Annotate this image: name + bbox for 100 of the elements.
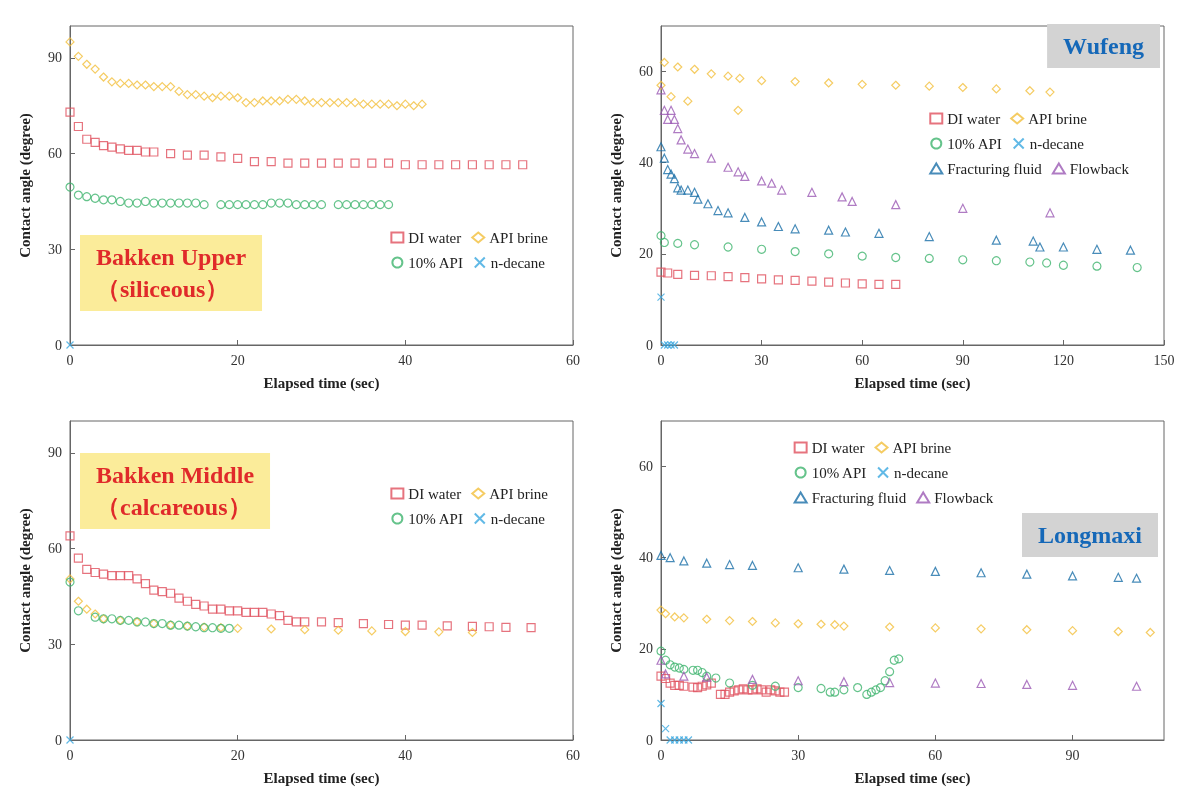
point	[1022, 569, 1032, 579]
legend-label: Fracturing fluid	[811, 489, 907, 506]
y-tick-label: 60	[48, 541, 62, 557]
point	[874, 279, 884, 289]
point	[824, 225, 834, 235]
point	[757, 685, 767, 695]
y-tick-label: 0	[55, 337, 62, 353]
x-axis-title: Elapsed time (sec)	[263, 769, 380, 787]
point	[733, 167, 743, 177]
point	[1092, 261, 1102, 271]
point	[666, 169, 676, 179]
point	[367, 200, 377, 210]
point	[1045, 87, 1055, 97]
point	[367, 158, 377, 168]
point	[300, 625, 310, 635]
point	[656, 671, 666, 681]
point	[182, 150, 192, 160]
y-axis-title: Contact angle (degree)	[16, 508, 34, 653]
point	[333, 625, 343, 635]
point	[670, 612, 680, 622]
point	[518, 160, 528, 170]
point	[723, 242, 733, 252]
point	[679, 681, 689, 691]
point	[688, 682, 698, 692]
point	[891, 80, 901, 90]
point	[266, 96, 276, 106]
point	[216, 604, 226, 614]
point	[157, 82, 167, 92]
point	[679, 671, 689, 681]
point	[300, 200, 310, 210]
point	[266, 624, 276, 634]
point	[73, 190, 83, 200]
point	[790, 246, 800, 257]
point	[676, 135, 686, 145]
point	[501, 622, 511, 632]
point	[157, 618, 167, 629]
y-tick-label: 20	[639, 641, 653, 657]
point	[673, 238, 683, 248]
point	[740, 272, 750, 283]
legend-label: Flowback	[1069, 160, 1130, 177]
point	[300, 96, 310, 106]
point	[665, 678, 675, 688]
point	[991, 84, 1001, 94]
y-tick-label: 40	[639, 155, 653, 171]
point	[1113, 572, 1123, 582]
point	[65, 735, 75, 745]
point	[674, 663, 684, 673]
point	[924, 231, 934, 242]
point	[663, 340, 672, 350]
point	[166, 149, 176, 159]
point	[660, 340, 669, 350]
point	[663, 164, 673, 175]
point	[706, 678, 716, 688]
point	[157, 587, 167, 597]
point	[124, 145, 134, 156]
point	[790, 275, 800, 285]
point	[660, 609, 671, 619]
y-tick-label: 90	[48, 50, 62, 66]
point	[115, 78, 125, 89]
point	[283, 198, 293, 208]
point	[740, 212, 750, 222]
point	[725, 678, 735, 688]
annotation: （calcareous）	[96, 494, 252, 520]
point	[333, 200, 343, 210]
point	[779, 687, 790, 697]
x-tick-label: 0	[657, 747, 665, 763]
point	[891, 279, 901, 289]
point	[656, 231, 666, 241]
point	[82, 134, 92, 144]
point	[316, 200, 327, 210]
point	[216, 200, 226, 210]
point	[367, 626, 377, 636]
point	[885, 622, 895, 632]
y-tick-label: 40	[639, 550, 653, 566]
y-tick-label: 60	[48, 146, 62, 162]
point	[166, 588, 176, 598]
point	[673, 62, 683, 72]
legend-label: n-decane	[490, 254, 546, 271]
point	[930, 678, 940, 688]
point	[132, 80, 142, 90]
point	[65, 182, 75, 192]
point	[866, 687, 876, 697]
point	[656, 80, 666, 90]
point	[383, 200, 394, 210]
point	[300, 617, 310, 627]
point	[661, 724, 670, 733]
point	[656, 655, 666, 665]
point	[90, 193, 100, 203]
point	[767, 178, 777, 188]
point	[174, 198, 184, 208]
point	[683, 144, 693, 154]
point	[689, 187, 700, 197]
legend-label: 10% API	[408, 510, 463, 527]
point	[729, 686, 739, 696]
point	[140, 617, 151, 627]
point	[847, 196, 857, 207]
point	[1058, 242, 1068, 252]
x-tick-label: 40	[398, 352, 413, 368]
point	[90, 567, 100, 578]
point	[673, 123, 683, 134]
